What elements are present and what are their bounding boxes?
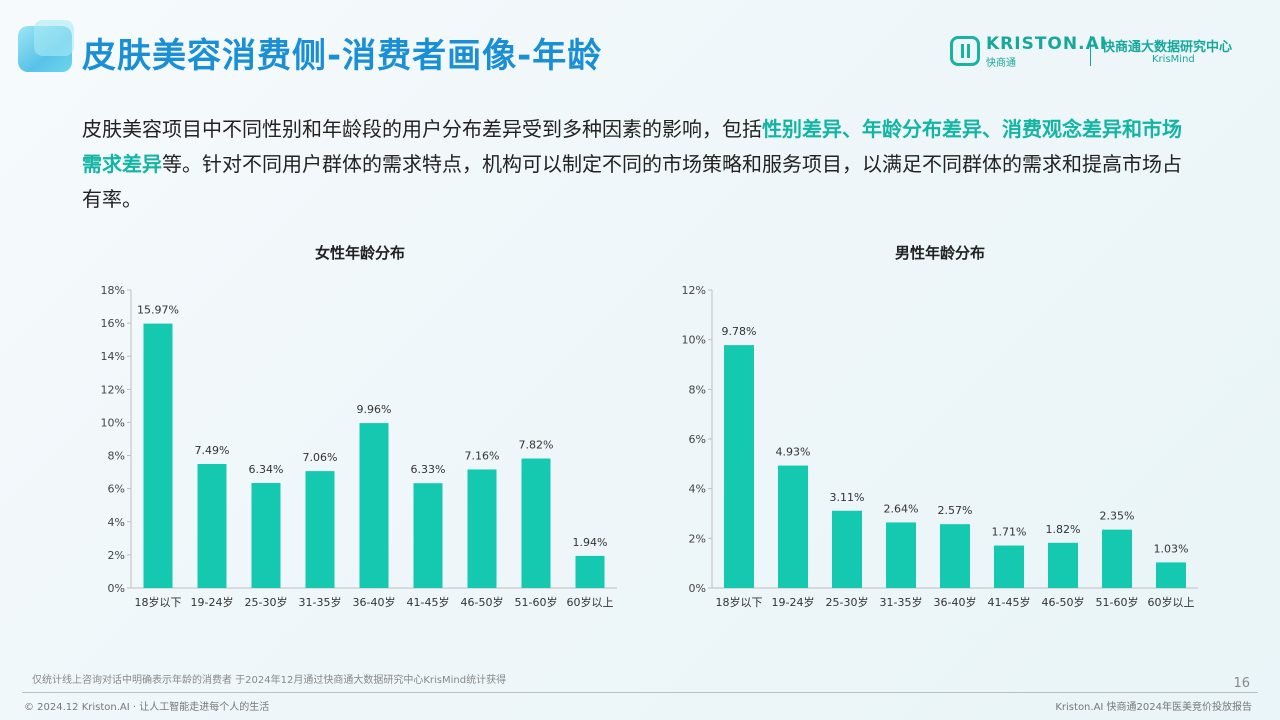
male-x-tick-label: 18岁以下 xyxy=(716,595,763,609)
male-x-tick-label: 46-50岁 xyxy=(1042,595,1085,609)
female-bar xyxy=(467,469,497,588)
male-data-label: 4.93% xyxy=(776,446,811,459)
female-y-tick-label: 2% xyxy=(108,549,125,562)
female-x-tick-label: 25-30岁 xyxy=(245,595,288,609)
female-y-tick-label: 14% xyxy=(101,350,125,363)
female-age-chart: 0% 2% 4% 6% 8% 10% 12% 14% 16% 18% 15.97% 18岁以下 7.49… xyxy=(101,284,617,609)
male-data-label: 1.71% xyxy=(992,526,1027,539)
male-data-label: 9.78% xyxy=(722,325,757,338)
male-bar xyxy=(1102,529,1132,588)
male-data-label: 3.11% xyxy=(830,491,865,504)
female-data-label: 7.49% xyxy=(195,444,230,457)
female-x-tick-label: 41-45岁 xyxy=(407,595,450,609)
female-bar xyxy=(251,483,281,588)
female-y-tick-label: 16% xyxy=(101,317,125,330)
decorative-shape-overlay xyxy=(34,20,74,56)
female-data-label: 7.06% xyxy=(303,451,338,464)
female-data-label: 7.82% xyxy=(519,439,554,452)
footer-report-name: Kriston.AI 快商通2024年医美竞价投放报告 xyxy=(1055,702,1252,713)
male-x-tick-label: 19-24岁 xyxy=(772,595,815,609)
male-chart-title: 男性年龄分布 xyxy=(894,244,985,262)
female-x-tick-label: 31-35岁 xyxy=(299,595,342,609)
footer-copyright: © 2024.12 Kriston.AI · 让人工智能走进每个人的生活 xyxy=(24,702,270,713)
kriston-logo-icon xyxy=(950,36,980,66)
female-bar xyxy=(575,555,605,588)
female-x-tick-label: 19-24岁 xyxy=(191,595,234,609)
female-x-tick-label: 60岁以上 xyxy=(567,595,614,609)
male-bar xyxy=(724,345,754,588)
intro-highlight: 性别差异、年龄分布差异、消费观念差异和市场需求差异 xyxy=(82,117,1182,176)
logo-divider xyxy=(1090,36,1091,66)
female-x-tick-label: 36-40岁 xyxy=(353,595,396,609)
male-data-label: 1.82% xyxy=(1046,523,1081,536)
male-bar xyxy=(886,522,916,588)
male-data-label: 2.64% xyxy=(884,502,919,515)
female-data-label: 1.94% xyxy=(573,536,608,549)
footnote: 仅统计线上咨询对话中明确表示年龄的消费者 于2024年12月通过快商通大数据研究… xyxy=(32,675,507,686)
female-y-tick-label: 18% xyxy=(101,284,125,297)
logo-org-sub: KrisMind xyxy=(1152,54,1195,65)
male-x-tick-label: 31-35岁 xyxy=(880,595,923,609)
female-y-tick-label: 4% xyxy=(108,516,125,529)
male-y-tick-label: 12% xyxy=(682,284,706,297)
male-x-tick-label: 36-40岁 xyxy=(934,595,977,609)
female-y-tick-label: 10% xyxy=(101,416,125,429)
female-bar xyxy=(197,463,227,588)
male-bar xyxy=(832,510,862,588)
male-bar xyxy=(1048,542,1078,588)
logo-brand: KRISTON.AI xyxy=(986,34,1108,54)
page-title: 皮肤美容消费侧-消费者画像-年龄 xyxy=(82,36,603,76)
intro-paragraph: 皮肤美容项目中不同性别和年龄段的用户分布差异受到多种因素的影响，包括性别差异、年… xyxy=(82,112,1192,217)
male-y-tick-label: 6% xyxy=(689,433,706,446)
female-y-tick-label: 8% xyxy=(108,450,125,463)
male-y-tick-label: 2% xyxy=(689,532,706,545)
footer-divider xyxy=(22,692,1258,693)
female-y-tick-label: 0% xyxy=(108,582,125,595)
intro-text-1: 皮肤美容项目中不同性别和年龄段的用户分布差异受到多种因素的影响，包括 xyxy=(82,117,762,141)
male-bar xyxy=(994,545,1024,588)
female-bar xyxy=(413,483,443,588)
female-x-tick-label: 18岁以下 xyxy=(135,595,182,609)
logo-brand-sub: 快商通 xyxy=(986,58,1016,69)
female-data-label: 7.16% xyxy=(465,449,500,462)
female-x-tick-label: 46-50岁 xyxy=(461,595,504,609)
page-number: 16 xyxy=(1233,676,1250,691)
male-x-tick-label: 60岁以上 xyxy=(1148,595,1195,609)
female-data-label: 6.34% xyxy=(249,463,284,476)
male-y-tick-label: 4% xyxy=(689,483,706,496)
male-x-tick-label: 25-30岁 xyxy=(826,595,869,609)
male-y-tick-label: 0% xyxy=(689,582,706,595)
female-bar xyxy=(359,423,389,588)
male-data-label: 1.03% xyxy=(1154,542,1189,555)
male-age-chart: 0% 2% 4% 6% 8% 10% 12% 9.78% 18岁以下 4.93% 19-24岁 3.1… xyxy=(682,284,1198,609)
male-bar xyxy=(940,524,970,588)
male-y-tick-label: 10% xyxy=(682,334,706,347)
male-x-tick-label: 51-60岁 xyxy=(1096,595,1139,609)
male-data-label: 2.57% xyxy=(938,504,973,517)
female-bar xyxy=(143,323,173,588)
female-data-label: 6.33% xyxy=(411,463,446,476)
female-x-tick-label: 51-60岁 xyxy=(515,595,558,609)
female-y-tick-label: 12% xyxy=(101,383,125,396)
female-bar xyxy=(305,471,335,588)
female-data-label: 15.97% xyxy=(137,304,179,317)
female-data-label: 9.96% xyxy=(357,403,392,416)
intro-text-2: 等。针对不同用户群体的需求特点，机构可以制定不同的市场策略和服务项目，以满足不同… xyxy=(82,152,1182,211)
male-y-tick-label: 8% xyxy=(689,383,706,396)
male-bar xyxy=(1156,562,1186,588)
female-y-tick-label: 6% xyxy=(108,483,125,496)
male-data-label: 2.35% xyxy=(1100,510,1135,523)
female-bar xyxy=(521,458,551,588)
female-chart-title: 女性年龄分布 xyxy=(314,244,405,262)
logo-org: 快商通大数据研究中心 xyxy=(1102,40,1233,55)
male-x-tick-label: 41-45岁 xyxy=(988,595,1031,609)
male-bar xyxy=(778,465,808,588)
